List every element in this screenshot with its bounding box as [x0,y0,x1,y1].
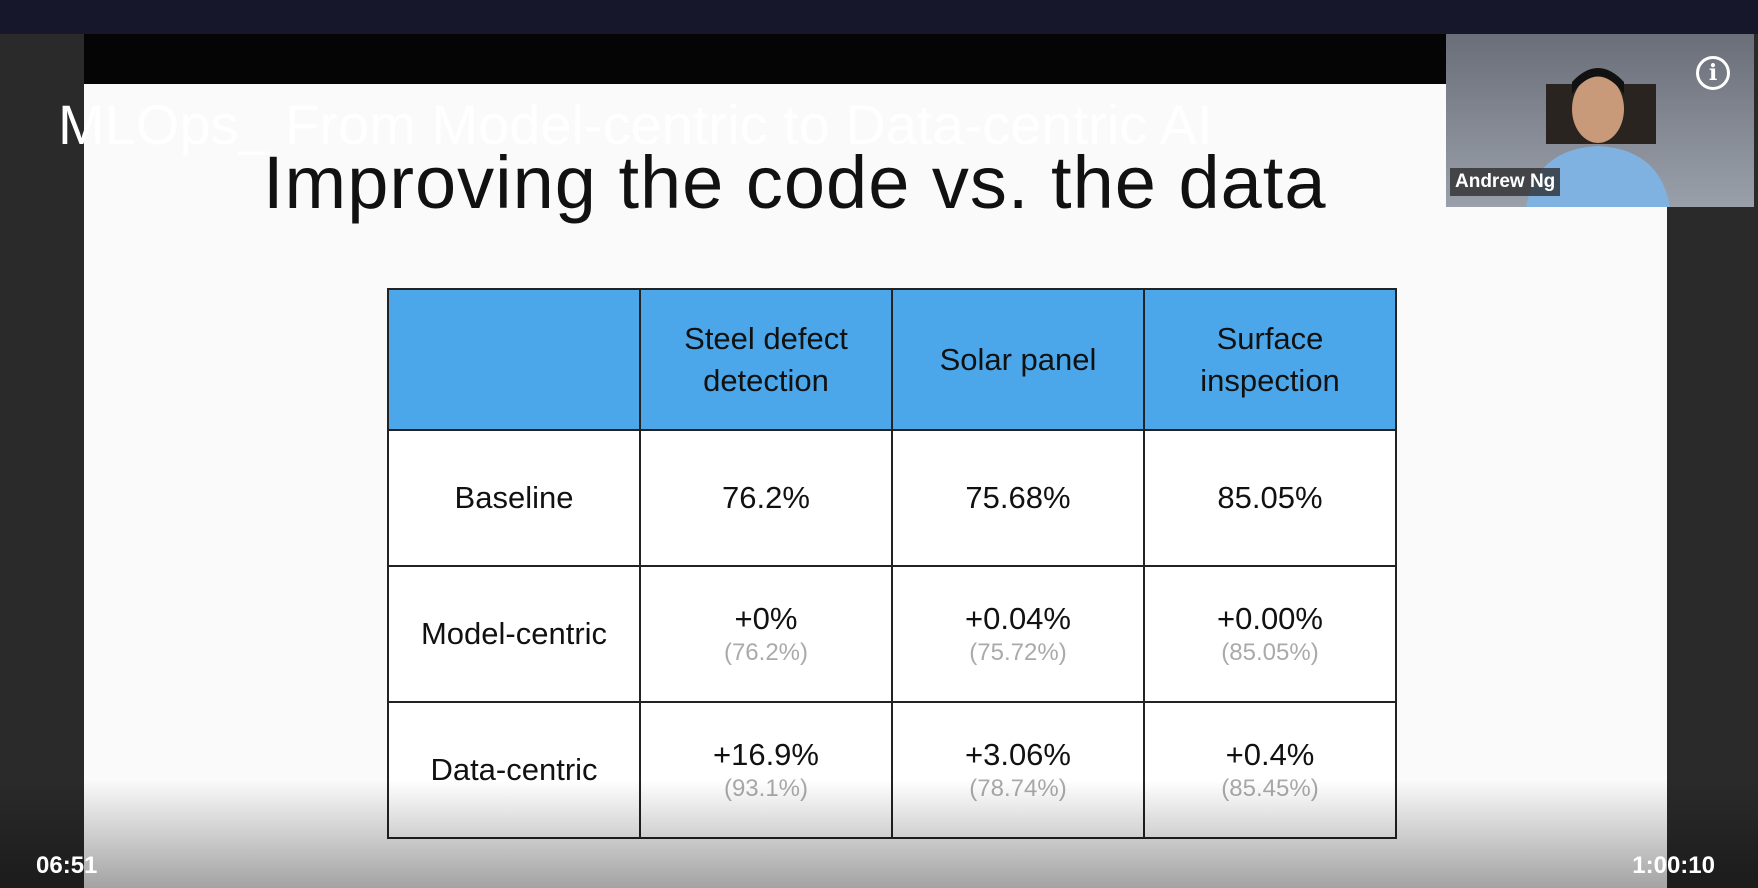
cell-value: +0.04% [964,601,1071,636]
corner-cell [387,288,641,431]
speaker-label: Andrew Ng [1450,168,1561,196]
cell-subvalue: (75.72%) [969,639,1067,666]
cell-subvalue: (78.74%) [893,775,1143,803]
table-cell: +16.9% (93.1%) [639,701,893,839]
cell-subvalue: (85.05%) [1221,639,1319,666]
table-row: Data-centric+16.9%(93.1%)+3.06%(78.74%)+… [387,701,1397,839]
current-time: 06:51 [36,852,98,879]
letterbox [0,34,84,888]
table-row: Baseline 76.2% 75.68% 85.05% [387,429,1397,567]
cell-value: +0.00% [1216,601,1323,636]
slide-title: Improving the code vs. the data [263,141,1327,224]
cell-subvalue: (85.45%) [1145,775,1395,803]
cell-value: +3.06% [964,737,1071,772]
cell-value: +0% [734,601,798,636]
column-header: Solar panel [891,288,1145,431]
cell-subvalue: (93.1%) [641,775,891,803]
row-label: Model-centric [387,565,641,703]
table-row: Model-centric +0% (76.2%) +0.04% (75.72%) +0.… [387,565,1397,703]
info-button[interactable]: i [1696,56,1730,90]
table-cell: 76.2% [639,429,893,567]
row-label: Data-centric [387,701,641,839]
duration: 1:00:10 [1632,852,1715,879]
cell-value: +16.9% [712,737,819,772]
cell-value: +0.4% [1225,737,1315,772]
cell-value: 75.68% [965,480,1071,515]
column-header: Steel defect detection [639,288,893,431]
table-cell: +0.4% (85.45%) [1143,701,1397,839]
webcam-image [1526,68,1670,207]
table-cell: +0.04% (75.72%) [891,565,1145,703]
video-title: MLOps_ From Model-centric to Data-centri… [58,93,1213,156]
header-row: Steel defect detection Solar panel Surfa… [387,288,1397,431]
cell-value: 85.05% [1217,480,1323,515]
comparison-table: Steel defect detection Solar panel Surfa… [387,288,1397,839]
video-band [84,34,1667,84]
top-bar [0,0,1758,34]
column-header: Surface inspection [1143,288,1397,431]
cell-value: 76.2% [722,480,810,515]
row-label: Baseline [387,429,641,567]
cell-subvalue: (76.2%) [723,639,809,666]
table-cell: +0% (76.2%) [639,565,893,703]
table-cell: 85.05% [1143,429,1397,567]
controls-gradient [0,780,1758,888]
table-cell: +0.00% (85.05%) [1143,565,1397,703]
table-cell: +3.06% (78.74%) [891,701,1145,839]
table-cell: 75.68% [891,429,1145,567]
